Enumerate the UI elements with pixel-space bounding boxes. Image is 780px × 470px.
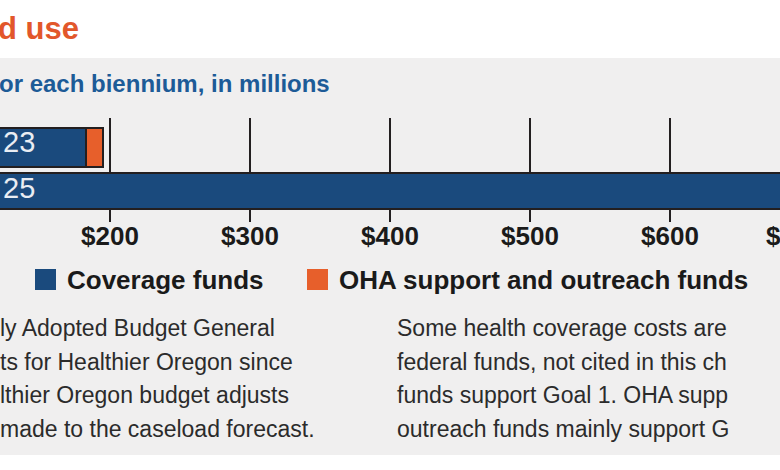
x-axis-label: $700 <box>766 221 780 251</box>
x-axis-label: $600 <box>641 221 699 251</box>
x-axis-label: $300 <box>221 221 279 251</box>
gridline <box>249 118 251 173</box>
chart-subtitle: or each biennium, in millions <box>0 70 330 98</box>
footnote-line: federal funds, not cited in this ch <box>397 346 780 380</box>
gridline <box>109 118 111 173</box>
page-title: d use <box>0 11 79 47</box>
footnote-line: made to the caseload forecast. <box>0 413 380 447</box>
x-axis-label: $400 <box>361 221 419 251</box>
legend-swatch-coverage-funds <box>35 269 56 290</box>
chart-page: d use or each biennium, in millions 23 2… <box>0 0 780 470</box>
footnote-line: lthier Oregon budget adjusts <box>0 379 380 413</box>
bar-label-2021-23: 23 <box>3 128 35 157</box>
legend-swatch-oha-support-funds <box>307 269 328 290</box>
legend-label-oha-support-funds: OHA support and outreach funds <box>339 266 748 294</box>
gridline <box>669 118 671 173</box>
legend-label-coverage-funds: Coverage funds <box>67 266 264 294</box>
x-axis-label: $200 <box>81 221 139 251</box>
bar-segment-oha-support-funds <box>85 129 102 166</box>
bar-label-2023-25: 25 <box>3 174 35 203</box>
footnote-line: ly Adopted Budget General <box>0 312 380 346</box>
footnote-line: funds support Goal 1. OHA supp <box>397 379 780 413</box>
x-axis-label: $500 <box>501 221 559 251</box>
footnote-left-column: ly Adopted Budget General ts for Healthi… <box>0 312 380 446</box>
gridline <box>529 118 531 173</box>
footnote-line: outreach funds mainly support G <box>397 413 780 447</box>
footnote-line: ts for Healthier Oregon since <box>0 346 380 380</box>
footnote-line: Some health coverage costs are <box>397 312 780 346</box>
footnote-right-column: Some health coverage costs are federal f… <box>397 312 780 446</box>
bar-biennium-2023-25 <box>0 172 780 210</box>
gridline <box>389 118 391 173</box>
